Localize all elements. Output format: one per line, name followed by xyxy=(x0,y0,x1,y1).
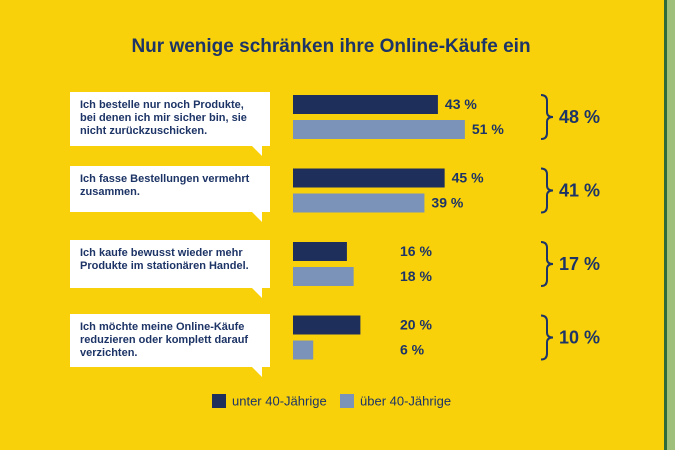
chart-title: Nur wenige schränken ihre Online-Käufe e… xyxy=(131,36,530,57)
value-label: 18 % xyxy=(400,268,432,284)
legend-swatch xyxy=(212,394,226,408)
bar xyxy=(293,193,425,213)
value-label: 6 % xyxy=(400,342,425,358)
bar xyxy=(293,168,445,188)
bracket xyxy=(540,314,554,361)
bar xyxy=(293,95,438,114)
category-bubble: Ich kaufe bewusst wieder mehr Produkte i… xyxy=(70,240,270,298)
value-label: 51 % xyxy=(472,121,504,137)
bar xyxy=(293,340,314,360)
bar xyxy=(293,315,361,335)
value-label: 39 % xyxy=(431,195,463,211)
category-bubble: Ich möchte meine Online-Käufe reduzieren… xyxy=(70,314,270,377)
legend-swatch xyxy=(340,394,354,408)
bracket xyxy=(540,167,554,214)
edge-strip xyxy=(664,0,675,450)
value-label: 45 % xyxy=(452,170,484,186)
total-label: 41 % xyxy=(559,180,600,200)
legend-label: über 40-Jährige xyxy=(360,393,451,408)
bracket xyxy=(540,241,554,287)
bar xyxy=(293,267,354,286)
total-label: 10 % xyxy=(559,327,600,347)
total-label: 48 % xyxy=(559,107,600,127)
bar xyxy=(293,242,347,261)
value-label: 43 % xyxy=(445,96,477,112)
category-bubble: Ich fasse Bestellungen vermehrt zusammen… xyxy=(70,166,270,222)
bar xyxy=(293,120,465,139)
total-label: 17 % xyxy=(559,254,600,274)
category-bubble: Ich bestelle nur noch Produkte, bei dene… xyxy=(70,92,270,156)
bracket xyxy=(540,94,554,140)
value-label: 20 % xyxy=(400,317,432,333)
legend-label: unter 40-Jährige xyxy=(232,393,327,408)
value-label: 16 % xyxy=(400,243,432,259)
